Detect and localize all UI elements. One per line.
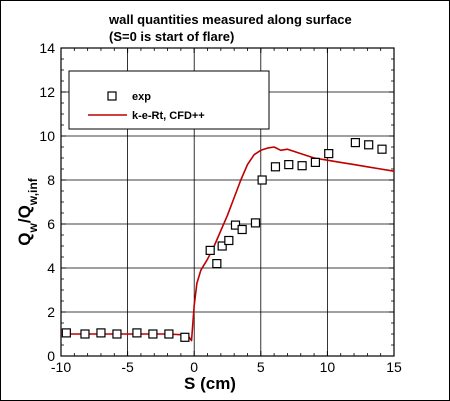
y-axis-label: Qw/Qw,inf: [15, 177, 40, 245]
exp-data-point: [310, 157, 321, 167]
exp-data-point: [132, 328, 142, 338]
exp-data-point: [112, 329, 122, 339]
x-tick-label: 5: [257, 359, 265, 375]
plot-area-border: [60, 47, 395, 357]
exp-data-point: [96, 328, 106, 338]
exp-data-point: [377, 144, 387, 154]
exp-data-point: [364, 140, 374, 150]
exp-data-point: [237, 224, 247, 235]
x-tick-label: 15: [386, 359, 402, 375]
x-tick-label: -5: [121, 359, 134, 375]
x-axis-label: S (cm): [184, 374, 236, 393]
x-tick-labels: -10 -5 0 5 10 15: [51, 359, 402, 375]
y-tick-label: 4: [47, 260, 55, 276]
y-tick-label: 12: [39, 84, 55, 100]
chart-title-line-2: (S=0 is start of flare): [109, 29, 234, 44]
exp-data-point: [164, 329, 174, 339]
exp-data-point: [61, 328, 71, 338]
y-tick-label: 14: [39, 40, 55, 56]
exp-data-point: [297, 161, 307, 171]
legend-cfd-label: k-e-Rt, CFD++: [132, 110, 205, 122]
chart-title-line-1: wall quantities measured along surface: [108, 12, 352, 27]
exp-data-point: [212, 259, 222, 269]
exp-data-point: [80, 329, 90, 339]
chart-title: wall quantities measured along surface (…: [108, 12, 352, 44]
y-tick-label: 2: [47, 304, 55, 320]
exp-data-point: [257, 175, 267, 185]
y-tick-label: 6: [47, 216, 55, 232]
exp-data-point: [205, 245, 215, 255]
exp-data-point: [324, 149, 334, 159]
legend-box: [68, 70, 270, 130]
y-tick-labels: 0 2 4 6 8 10 12 14: [39, 40, 55, 364]
x-tick-label: -10: [51, 359, 71, 375]
x-tick-label: 10: [320, 359, 336, 375]
y-tick-label: 8: [47, 172, 55, 188]
series-layer: [61, 138, 395, 342]
exp-data-point: [224, 235, 234, 246]
exp-data-point: [180, 332, 190, 342]
exp-data-point: [270, 162, 281, 172]
legend: exp k-e-Rt, CFD++: [68, 70, 270, 130]
x-tick-label: 0: [190, 359, 198, 375]
legend-exp-label: exp: [132, 91, 151, 103]
y-tick-label: 0: [47, 348, 55, 364]
exp-data-point: [148, 329, 158, 339]
y-tick-label: 10: [39, 128, 55, 144]
exp-data-point: [284, 160, 294, 170]
exp-data-point: [250, 218, 261, 228]
exp-data-point: [217, 241, 227, 251]
exp-data-point: [350, 138, 360, 148]
legend-exp-marker: [107, 91, 117, 101]
svg-text:Qw/Qw,inf: Qw/Qw,inf: [15, 177, 40, 245]
